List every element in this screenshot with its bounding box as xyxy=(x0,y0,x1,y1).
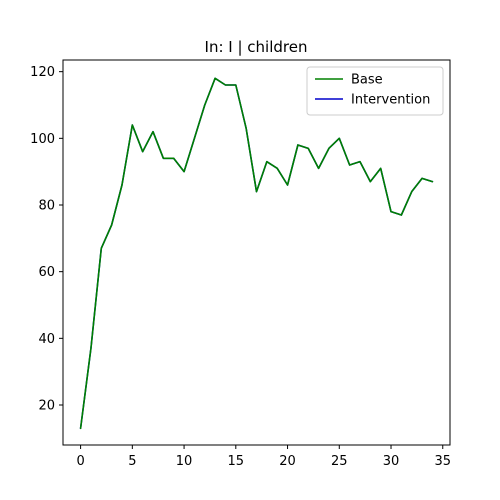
legend-label-intervention: Intervention xyxy=(351,93,430,108)
x-tick-label: 25 xyxy=(331,454,348,469)
x-tick-label: 0 xyxy=(76,454,84,469)
y-tick-label: 20 xyxy=(38,399,55,414)
x-tick-label: 20 xyxy=(279,454,296,469)
legend-label-base: Base xyxy=(351,73,383,88)
chart-title: In: I | children xyxy=(205,38,308,56)
y-tick-label: 80 xyxy=(38,199,55,214)
legend: Base Intervention xyxy=(307,67,443,115)
x-tick-label: 15 xyxy=(228,454,245,469)
y-tick-label: 100 xyxy=(30,132,55,147)
y-tick-label: 40 xyxy=(38,332,55,347)
x-tick-label: 10 xyxy=(176,454,193,469)
x-tick-label: 5 xyxy=(128,454,136,469)
x-tick-label: 30 xyxy=(383,454,400,469)
y-tick-label: 120 xyxy=(30,65,55,80)
y-tick-label: 60 xyxy=(38,265,55,280)
x-tick-label: 35 xyxy=(434,454,451,469)
